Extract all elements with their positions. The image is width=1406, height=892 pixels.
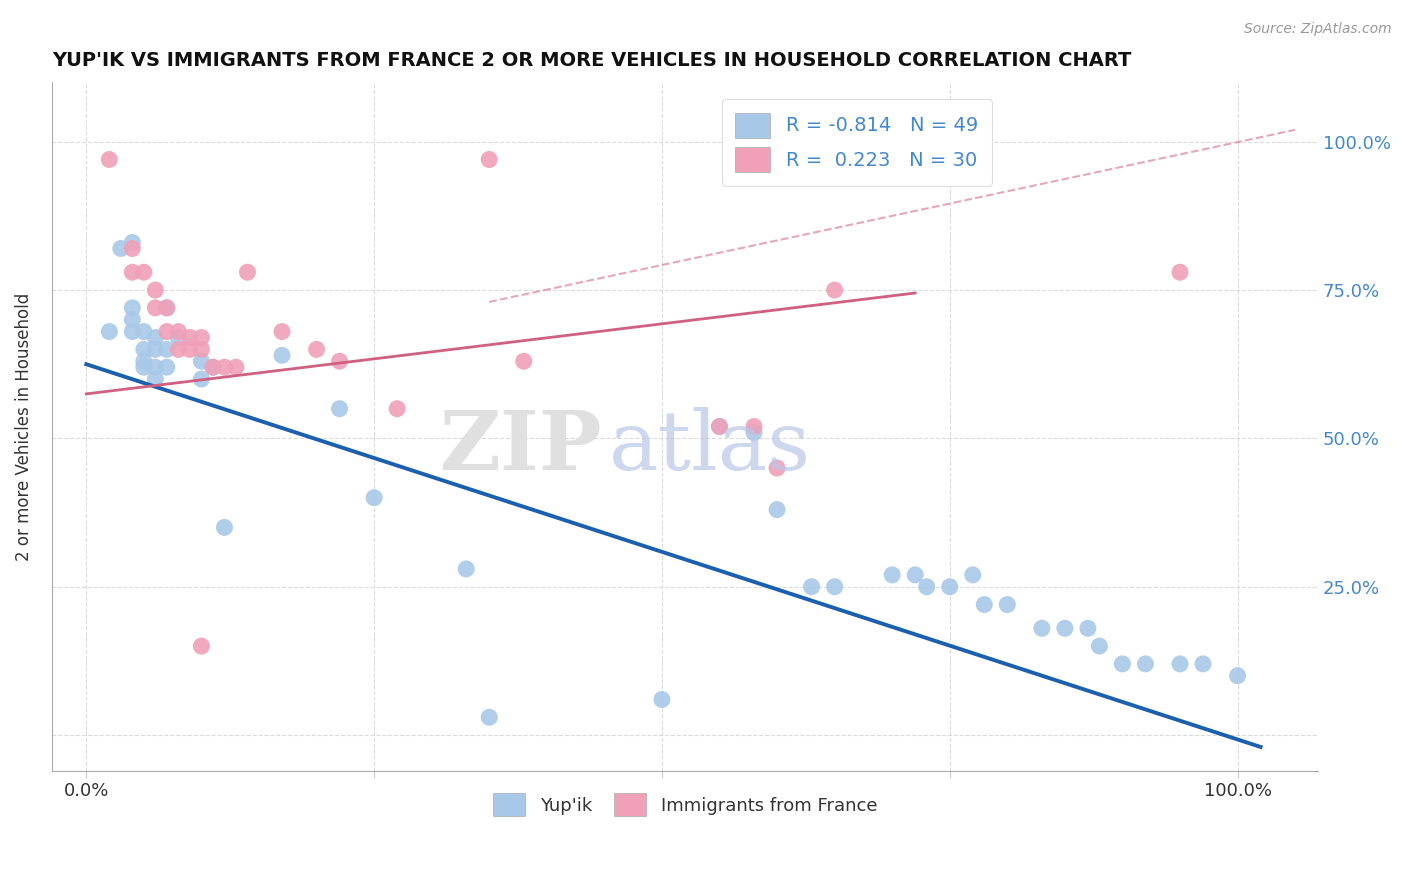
Point bbox=[132, 343, 155, 357]
Point bbox=[167, 343, 190, 357]
Point bbox=[121, 301, 143, 315]
Point bbox=[824, 283, 846, 297]
Point bbox=[882, 567, 904, 582]
Point bbox=[1088, 639, 1111, 653]
Point bbox=[167, 330, 190, 344]
Point bbox=[995, 598, 1018, 612]
Text: YUP'IK VS IMMIGRANTS FROM FRANCE 2 OR MORE VEHICLES IN HOUSEHOLD CORRELATION CHA: YUP'IK VS IMMIGRANTS FROM FRANCE 2 OR MO… bbox=[52, 51, 1130, 70]
Point bbox=[132, 325, 155, 339]
Point bbox=[167, 325, 190, 339]
Point bbox=[145, 360, 167, 375]
Point bbox=[478, 710, 501, 724]
Point bbox=[190, 354, 212, 368]
Point bbox=[329, 401, 352, 416]
Point bbox=[915, 580, 938, 594]
Point bbox=[132, 360, 155, 375]
Point bbox=[225, 360, 247, 375]
Point bbox=[1135, 657, 1157, 671]
Point bbox=[179, 330, 201, 344]
Point bbox=[1031, 621, 1053, 635]
Point bbox=[145, 372, 167, 386]
Point bbox=[709, 419, 731, 434]
Point bbox=[962, 567, 984, 582]
Point bbox=[742, 425, 765, 440]
Point bbox=[305, 343, 328, 357]
Point bbox=[800, 580, 823, 594]
Point bbox=[1192, 657, 1215, 671]
Point bbox=[973, 598, 995, 612]
Point bbox=[904, 567, 927, 582]
Point bbox=[190, 330, 212, 344]
Point bbox=[363, 491, 385, 505]
Point bbox=[271, 325, 294, 339]
Point bbox=[236, 265, 259, 279]
Point bbox=[145, 343, 167, 357]
Point bbox=[709, 419, 731, 434]
Point bbox=[214, 360, 236, 375]
Point bbox=[456, 562, 478, 576]
Point bbox=[145, 283, 167, 297]
Legend: Yup'ik, Immigrants from France: Yup'ik, Immigrants from France bbox=[485, 786, 884, 823]
Point bbox=[1168, 265, 1191, 279]
Point bbox=[513, 354, 536, 368]
Point bbox=[201, 360, 224, 375]
Point bbox=[1168, 657, 1191, 671]
Point bbox=[190, 639, 212, 653]
Point bbox=[329, 354, 352, 368]
Point bbox=[651, 692, 673, 706]
Point bbox=[98, 153, 121, 167]
Point bbox=[179, 343, 201, 357]
Point bbox=[156, 343, 179, 357]
Point bbox=[824, 580, 846, 594]
Point bbox=[1053, 621, 1076, 635]
Text: Source: ZipAtlas.com: Source: ZipAtlas.com bbox=[1244, 22, 1392, 37]
Point bbox=[98, 325, 121, 339]
Point bbox=[156, 360, 179, 375]
Point bbox=[201, 360, 224, 375]
Point bbox=[121, 312, 143, 326]
Point bbox=[132, 265, 155, 279]
Point bbox=[145, 330, 167, 344]
Point bbox=[156, 301, 179, 315]
Point bbox=[478, 153, 501, 167]
Point bbox=[214, 520, 236, 534]
Point bbox=[145, 301, 167, 315]
Point bbox=[271, 348, 294, 362]
Y-axis label: 2 or more Vehicles in Household: 2 or more Vehicles in Household bbox=[15, 293, 32, 561]
Point bbox=[121, 265, 143, 279]
Point bbox=[156, 301, 179, 315]
Point bbox=[766, 502, 789, 516]
Point bbox=[766, 461, 789, 475]
Point bbox=[121, 242, 143, 256]
Point bbox=[156, 325, 179, 339]
Point bbox=[742, 419, 765, 434]
Point bbox=[121, 325, 143, 339]
Text: ZIP: ZIP bbox=[440, 407, 603, 487]
Point bbox=[1111, 657, 1133, 671]
Text: atlas: atlas bbox=[609, 407, 811, 487]
Point bbox=[190, 343, 212, 357]
Point bbox=[110, 242, 132, 256]
Point bbox=[385, 401, 408, 416]
Point bbox=[938, 580, 960, 594]
Point bbox=[132, 354, 155, 368]
Point bbox=[1226, 669, 1249, 683]
Point bbox=[1077, 621, 1099, 635]
Point bbox=[190, 372, 212, 386]
Point bbox=[121, 235, 143, 250]
